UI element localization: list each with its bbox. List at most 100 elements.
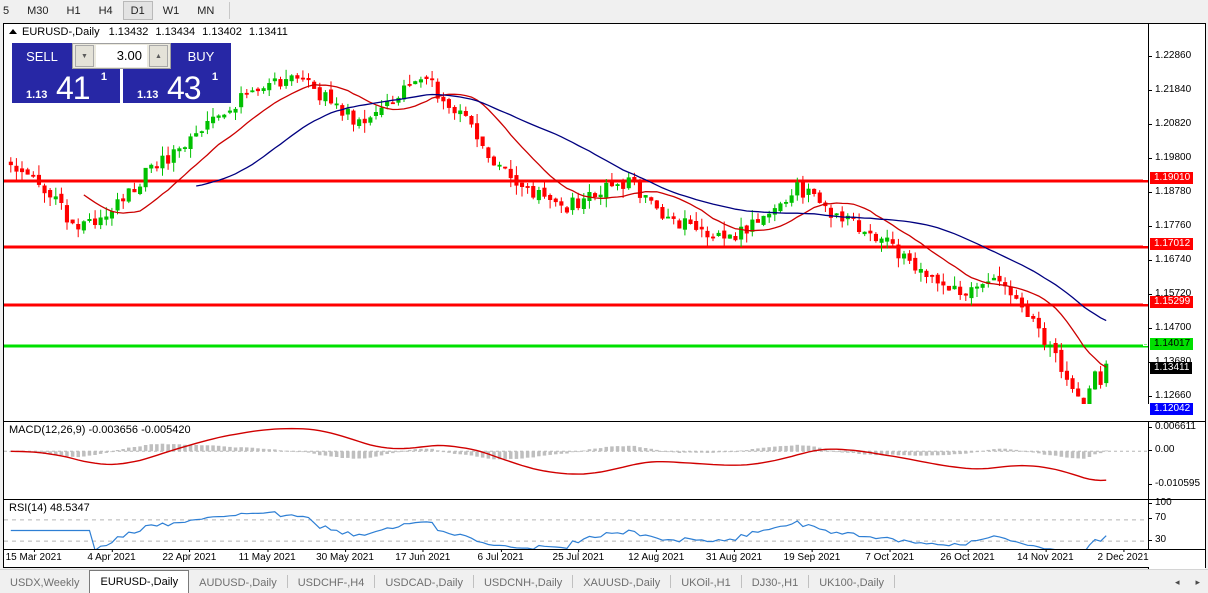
timeframe-button-h4[interactable]: H4 [98,4,113,17]
trade-panel-price-row: 1.13 41 1 1.13 43 1 [12,69,231,106]
chart-tab-audusd-daily[interactable]: AUDUSD-,Daily [199,576,277,589]
date-tick: 4 Apr 2021 [87,549,136,563]
level-handle-icon[interactable] [1143,406,1148,411]
chart-tab-eurusd-daily[interactable]: EURUSD-,Daily [89,570,190,593]
price-tick: 1.21840 [1149,84,1206,96]
volume-decrease-button[interactable]: ▼ [75,45,94,67]
timeframe-button-w1[interactable]: W1 [162,4,180,17]
rsi-tick: 70 [1149,512,1206,524]
level-handle-icon[interactable] [1143,241,1148,246]
buy-price-fraction: 1 [211,71,218,83]
tab-prev-icon[interactable]: ◂ [1174,577,1180,587]
rsi-tick: 30 [1149,534,1206,546]
date-scale[interactable]: 15 Mar 2021 4 Apr 2021 22 Apr 2021 11 May 2… [4,549,1205,567]
tab-divider [286,575,288,588]
chart-tab-ukoil-h1[interactable]: UKOil-,H1 [681,576,731,589]
chart-tab-dj30-h1[interactable]: DJ30-,H1 [751,576,799,589]
date-tick: 14 Nov 2021 [1017,549,1074,563]
timeframe-button-mn[interactable]: MN [197,4,215,17]
date-tick: 15 Mar 2021 [6,549,62,563]
date-tick: 6 Jul 2021 [478,549,524,563]
ohlc-high: 1.13434 [155,25,196,38]
tab-divider [670,575,672,588]
date-tick: 25 Jul 2021 [553,549,604,563]
price-tick: 1.18780 [1149,186,1206,198]
macd-tick: 0.006611 [1149,421,1206,433]
price-level-label-red: 1.15299 [1143,296,1194,308]
price-scale[interactable]: 1.22860 1.21840 1.20820 1.19800 1.18780 1.177… [1143,24,1206,434]
date-tick: 11 May 2021 [239,549,296,563]
price-tick: 1.12660 [1149,390,1206,402]
date-tick: 30 May 2021 [316,549,374,563]
price-tick: 1.16740 [1149,254,1206,266]
price-level-label-red: 1.17012 [1143,238,1194,250]
rsi-title: RSI(14) 48.5347 [9,502,93,514]
timeframe-button-m30[interactable]: M30 [27,4,49,17]
ohlc-low: 1.13402 [202,25,242,38]
date-tick: 2 Dec 2021 [1098,549,1149,563]
date-tick: 19 Sep 2021 [784,549,840,563]
toolbar-divider [229,2,231,19]
sell-price-cell[interactable]: 1.13 41 1 [12,69,120,106]
level-handle-icon[interactable] [1143,341,1148,346]
sell-price-fraction: 1 [100,71,107,83]
chart-tab-usdx-weekly[interactable]: USDX,Weekly [10,576,80,589]
collapse-triangle-icon[interactable] [9,29,17,34]
chart-tab-uk100-daily[interactable]: UK100-,Daily [819,576,885,589]
date-tick: 12 Aug 2021 [628,549,684,563]
macd-title: MACD(12,26,9) -0.003656 -0.005420 [9,424,194,436]
tab-divider [808,575,810,588]
price-tick: 1.15720 [1149,288,1206,300]
sell-price-prefix: 1.13 [26,89,48,101]
rsi-tick: 100 [1149,497,1206,509]
price-tick: 1.19800 [1149,152,1206,164]
price-level-label-blue: 1.12042 [1143,403,1194,415]
buy-price-prefix: 1.13 [137,89,159,101]
macd-indicator-pane: MACD(12,26,9) -0.003656 -0.005420 0.0066… [4,421,1205,499]
price-level-label-green: 1.14017 [1143,338,1194,350]
buy-price-big: 43 [167,70,202,106]
price-tick: 1.20820 [1149,118,1206,130]
volume-input-group[interactable]: ▼ 3.00 ▲ [72,43,171,69]
macd-tick: 0.00 [1149,444,1206,456]
chart-tab-bar: USDX,Weekly EURUSD-,Daily AUDUSD-,Daily USD… [0,569,1208,593]
tab-divider [894,575,896,588]
volume-increase-button[interactable]: ▲ [149,45,168,67]
timeframe-toolbar: 5 M30 H1 H4 D1 W1 MN [0,0,1208,21]
ohlc-open: 1.13432 [108,25,149,38]
tab-divider [374,575,376,588]
one-click-trading-panel: SELL ▼ 3.00 ▲ BUY 1.13 41 1 1.13 43 1 [12,43,231,106]
chart-symbol-label: EURUSD-,Daily [22,25,100,38]
rsi-plot[interactable] [4,500,1148,569]
sell-button[interactable]: SELL [12,43,72,69]
chart-header: EURUSD-,Daily 1.13432 1.13434 1.13402 1.… [4,24,1205,39]
price-level-label-red: 1.19010 [1143,172,1194,184]
timeframe-button-5[interactable]: 5 [3,4,10,17]
chart-window: EURUSD-,Daily 1.13432 1.13434 1.13402 1.… [3,23,1206,569]
ohlc-close: 1.13411 [248,25,288,38]
trade-panel-top-row: SELL ▼ 3.00 ▲ BUY [12,43,231,69]
macd-scale: 0.006611 0.00 -0.010595 [1148,421,1206,499]
timeframe-button-h1[interactable]: H1 [66,4,81,17]
macd-plot[interactable] [4,422,1148,499]
chart-tab-xauusd-daily[interactable]: XAUUSD-,Daily [583,576,661,589]
date-tick: 7 Oct 2021 [865,549,914,563]
chart-tab-usdchf-h4[interactable]: USDCHF-,H4 [297,576,365,589]
buy-price-cell[interactable]: 1.13 43 1 [123,69,231,106]
chart-tab-usdcad-daily[interactable]: USDCAD-,Daily [385,576,463,589]
price-tick: 1.22860 [1149,50,1206,62]
timeframe-button-d1[interactable]: D1 [122,1,153,20]
date-tick: 17 Jun 2021 [395,549,450,563]
price-tick: 1.17760 [1149,220,1206,232]
level-handle-icon[interactable] [1143,299,1148,304]
tab-divider [572,575,574,588]
buy-button[interactable]: BUY [171,43,231,69]
date-tick: 22 Apr 2021 [162,549,216,563]
tab-nav-group: ◂ ▸ [1175,572,1208,593]
chart-tab-usdcnh-daily[interactable]: USDCNH-,Daily [483,576,563,589]
date-tick: 31 Aug 2021 [706,549,762,563]
volume-input[interactable]: 3.00 [96,45,147,67]
level-handle-icon[interactable] [1143,175,1148,180]
tab-next-icon[interactable]: ▸ [1195,577,1200,587]
